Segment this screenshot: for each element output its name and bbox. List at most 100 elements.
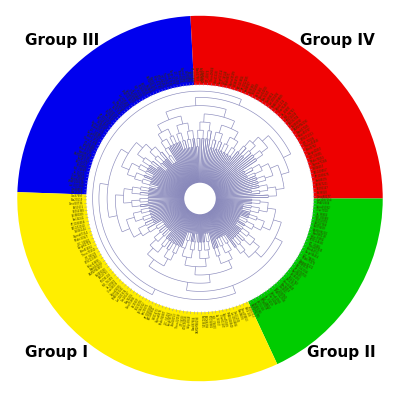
Text: Bradi37165: Bradi37165	[296, 123, 310, 135]
Text: XP_0078703: XP_0078703	[293, 266, 308, 279]
Text: LOC_56986: LOC_56986	[88, 127, 102, 138]
Text: Os066657: Os066657	[312, 164, 326, 171]
Text: LOC_53095: LOC_53095	[309, 151, 323, 160]
Text: Bo52351: Bo52351	[284, 277, 295, 287]
Text: Glyma35322: Glyma35322	[298, 258, 314, 270]
Text: ACO5358: ACO5358	[255, 300, 264, 312]
Text: Solyc43685: Solyc43685	[86, 258, 101, 268]
Wedge shape	[17, 16, 194, 195]
Text: FVE_73630: FVE_73630	[210, 314, 216, 329]
Text: Potri61328: Potri61328	[214, 69, 219, 83]
Text: VIT_11065: VIT_11065	[308, 240, 321, 249]
Text: AT1G72010: AT1G72010	[72, 224, 87, 231]
Text: Medtr67535: Medtr67535	[89, 123, 104, 135]
Text: Eucgr96454: Eucgr96454	[303, 249, 319, 260]
Text: Sb079409: Sb079409	[313, 224, 326, 231]
Text: Bradi64144: Bradi64144	[89, 260, 103, 272]
Text: Cicar91487: Cicar91487	[278, 100, 290, 114]
Text: Ca_40497: Ca_40497	[280, 105, 292, 117]
Text: GRMZM92193: GRMZM92193	[294, 118, 310, 132]
Text: Ca_33259: Ca_33259	[264, 294, 274, 307]
Text: Bradi67663: Bradi67663	[193, 67, 198, 82]
Text: Thecc11494: Thecc11494	[82, 136, 97, 146]
Text: PGSC94956: PGSC94956	[183, 314, 189, 329]
Wedge shape	[248, 198, 383, 364]
Text: Cajca91082: Cajca91082	[316, 205, 331, 210]
Text: Bo50115: Bo50115	[72, 205, 84, 210]
Text: Potri84751: Potri84751	[305, 247, 319, 256]
Text: Tc082898: Tc082898	[251, 83, 260, 95]
Text: ACO32706: ACO32706	[288, 114, 301, 125]
Text: Cajca61958: Cajca61958	[269, 290, 281, 304]
Text: Ca_98906: Ca_98906	[316, 211, 328, 217]
Text: Glyma35873: Glyma35873	[90, 120, 106, 133]
Text: Cicar26039: Cicar26039	[107, 281, 120, 294]
Text: Tc092167: Tc092167	[316, 186, 328, 191]
Text: Bo25758: Bo25758	[110, 105, 120, 116]
Text: Bo62103: Bo62103	[242, 306, 250, 318]
Text: Group I: Group I	[25, 345, 88, 360]
Text: Solyc65797: Solyc65797	[298, 127, 312, 139]
Text: LOC_79675: LOC_79675	[302, 252, 316, 262]
Text: Sb049180: Sb049180	[95, 267, 108, 278]
Text: Csa48655: Csa48655	[71, 187, 84, 192]
Text: Bradi96376: Bradi96376	[77, 149, 92, 158]
Text: Pp367221: Pp367221	[316, 181, 329, 187]
Text: Tc083311: Tc083311	[246, 304, 254, 317]
Text: XP_0015895: XP_0015895	[189, 66, 194, 82]
Text: Ca_69263: Ca_69263	[106, 278, 117, 289]
Text: Bradi97604: Bradi97604	[191, 315, 196, 330]
Text: Thecc75550: Thecc75550	[80, 248, 96, 258]
Text: Glyma77289: Glyma77289	[312, 159, 328, 167]
Text: Glyma54986: Glyma54986	[179, 67, 185, 83]
Text: Gorai24400: Gorai24400	[258, 85, 269, 99]
Text: Sm86907: Sm86907	[244, 79, 252, 92]
Text: Bra17259: Bra17259	[71, 190, 84, 195]
Text: Gorai64605: Gorai64605	[282, 279, 295, 292]
Text: Sb013645: Sb013645	[200, 315, 204, 328]
Circle shape	[87, 85, 313, 312]
Text: XP_0089575: XP_0089575	[314, 172, 330, 179]
Text: AT1G19557: AT1G19557	[314, 168, 329, 175]
Text: Solyc62692: Solyc62692	[198, 67, 202, 82]
Text: Gorai75866: Gorai75866	[126, 295, 137, 309]
Text: Cajca95939: Cajca95939	[221, 312, 228, 328]
Text: RCO95103: RCO95103	[100, 272, 112, 284]
Text: AT1G960: AT1G960	[186, 71, 191, 83]
Text: Csa89912: Csa89912	[265, 91, 275, 104]
Text: Medtr8671: Medtr8671	[225, 71, 232, 85]
Text: Os089235: Os089235	[296, 261, 309, 271]
Text: ACO2793: ACO2793	[98, 270, 110, 280]
Text: Pp388039: Pp388039	[72, 212, 84, 218]
Wedge shape	[17, 192, 277, 381]
Text: PGSC3990: PGSC3990	[81, 143, 94, 152]
Wedge shape	[190, 16, 383, 198]
Text: Cajca23997: Cajca23997	[70, 176, 85, 182]
Text: Cajca49025: Cajca49025	[110, 283, 122, 297]
Text: Group IV: Group IV	[300, 33, 375, 48]
Text: AT1G63804: AT1G63804	[237, 74, 245, 89]
Text: Solyc41706: Solyc41706	[78, 146, 93, 155]
Text: Potri9792: Potri9792	[306, 144, 318, 152]
Text: PHAVU43041: PHAVU43041	[112, 286, 125, 301]
Text: LOC_55116: LOC_55116	[163, 310, 171, 325]
Text: Cicar61187: Cicar61187	[218, 313, 224, 328]
Text: Sm69579: Sm69579	[315, 177, 328, 183]
Text: ACO27366: ACO27366	[314, 221, 328, 228]
Text: Bradi98118: Bradi98118	[311, 231, 326, 239]
Text: Gorai39453: Gorai39453	[239, 307, 248, 322]
Text: Lus1021934: Lus1021934	[116, 288, 128, 303]
Text: Os056144: Os056144	[74, 227, 88, 234]
Text: PGSC71311: PGSC71311	[300, 131, 315, 142]
Text: Medtr77473: Medtr77473	[300, 255, 315, 266]
Text: Medtr79053: Medtr79053	[310, 155, 326, 164]
Text: PHAVU53807: PHAVU53807	[120, 90, 132, 106]
Text: Bra26205: Bra26205	[124, 293, 134, 305]
Text: RCO11634: RCO11634	[286, 111, 298, 122]
Text: Sm23876: Sm23876	[141, 303, 150, 315]
Text: Sm30635: Sm30635	[290, 269, 302, 280]
Text: Ca_43101: Ca_43101	[73, 170, 86, 176]
Text: Os061473: Os061473	[152, 307, 160, 320]
Text: Glyma6876: Glyma6876	[155, 308, 164, 323]
Text: XP_0080456: XP_0080456	[70, 220, 86, 227]
